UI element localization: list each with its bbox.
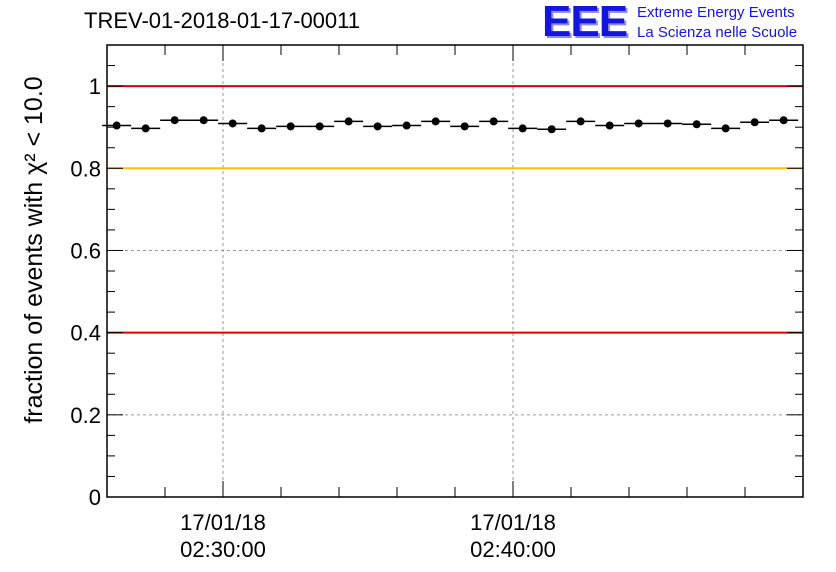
data-point (692, 120, 701, 129)
data-points (102, 116, 799, 134)
data-point (170, 116, 179, 125)
data-point (344, 117, 353, 126)
y-tick-label: 0.8 (70, 156, 101, 181)
data-point (634, 119, 643, 128)
y-tick-label: 0.2 (70, 403, 101, 428)
x-tick-label-date: 17/01/18 (180, 510, 266, 535)
y-tick-label: 1 (89, 74, 101, 99)
data-point (431, 117, 440, 126)
data-point (460, 122, 469, 131)
data-point (576, 117, 585, 126)
data-point (547, 125, 556, 134)
y-tick-label: 0 (89, 485, 101, 510)
data-point (228, 119, 237, 128)
data-point (315, 122, 324, 131)
data-point (112, 121, 121, 130)
data-point (402, 121, 411, 130)
x-tick-label-time: 02:40:00 (470, 537, 556, 562)
data-point (750, 118, 759, 127)
data-point (373, 122, 382, 131)
data-point (721, 124, 730, 133)
x-tick-label-time: 02:30:00 (180, 537, 266, 562)
chart-title: TREV-01-2018-01-17-00011 (84, 8, 360, 33)
y-axis-label: fraction of events with χ² < 10.0 (20, 76, 48, 423)
axes: 00.20.40.60.8117/01/1802:30:0017/01/1802… (70, 44, 804, 562)
x-tick-label-date: 17/01/18 (470, 510, 556, 535)
data-point (141, 124, 150, 133)
eee-logo-mark: EEE (542, 0, 628, 46)
y-tick-label: 0.4 (70, 321, 101, 346)
data-point (605, 121, 614, 130)
plot-frame (106, 44, 804, 498)
eee-logo-line1: Extreme Energy Events (637, 4, 795, 21)
data-point (257, 124, 266, 133)
eee-logo-line2: La Scienza nelle Scuole (637, 24, 798, 41)
data-point (779, 116, 788, 125)
reference-lines (107, 85, 803, 334)
data-point (663, 119, 672, 128)
data-point (518, 124, 527, 133)
data-point (489, 117, 498, 126)
data-point (199, 116, 208, 125)
grid-layer (107, 45, 803, 497)
y-tick-label: 0.6 (70, 238, 101, 263)
data-point (286, 122, 295, 131)
